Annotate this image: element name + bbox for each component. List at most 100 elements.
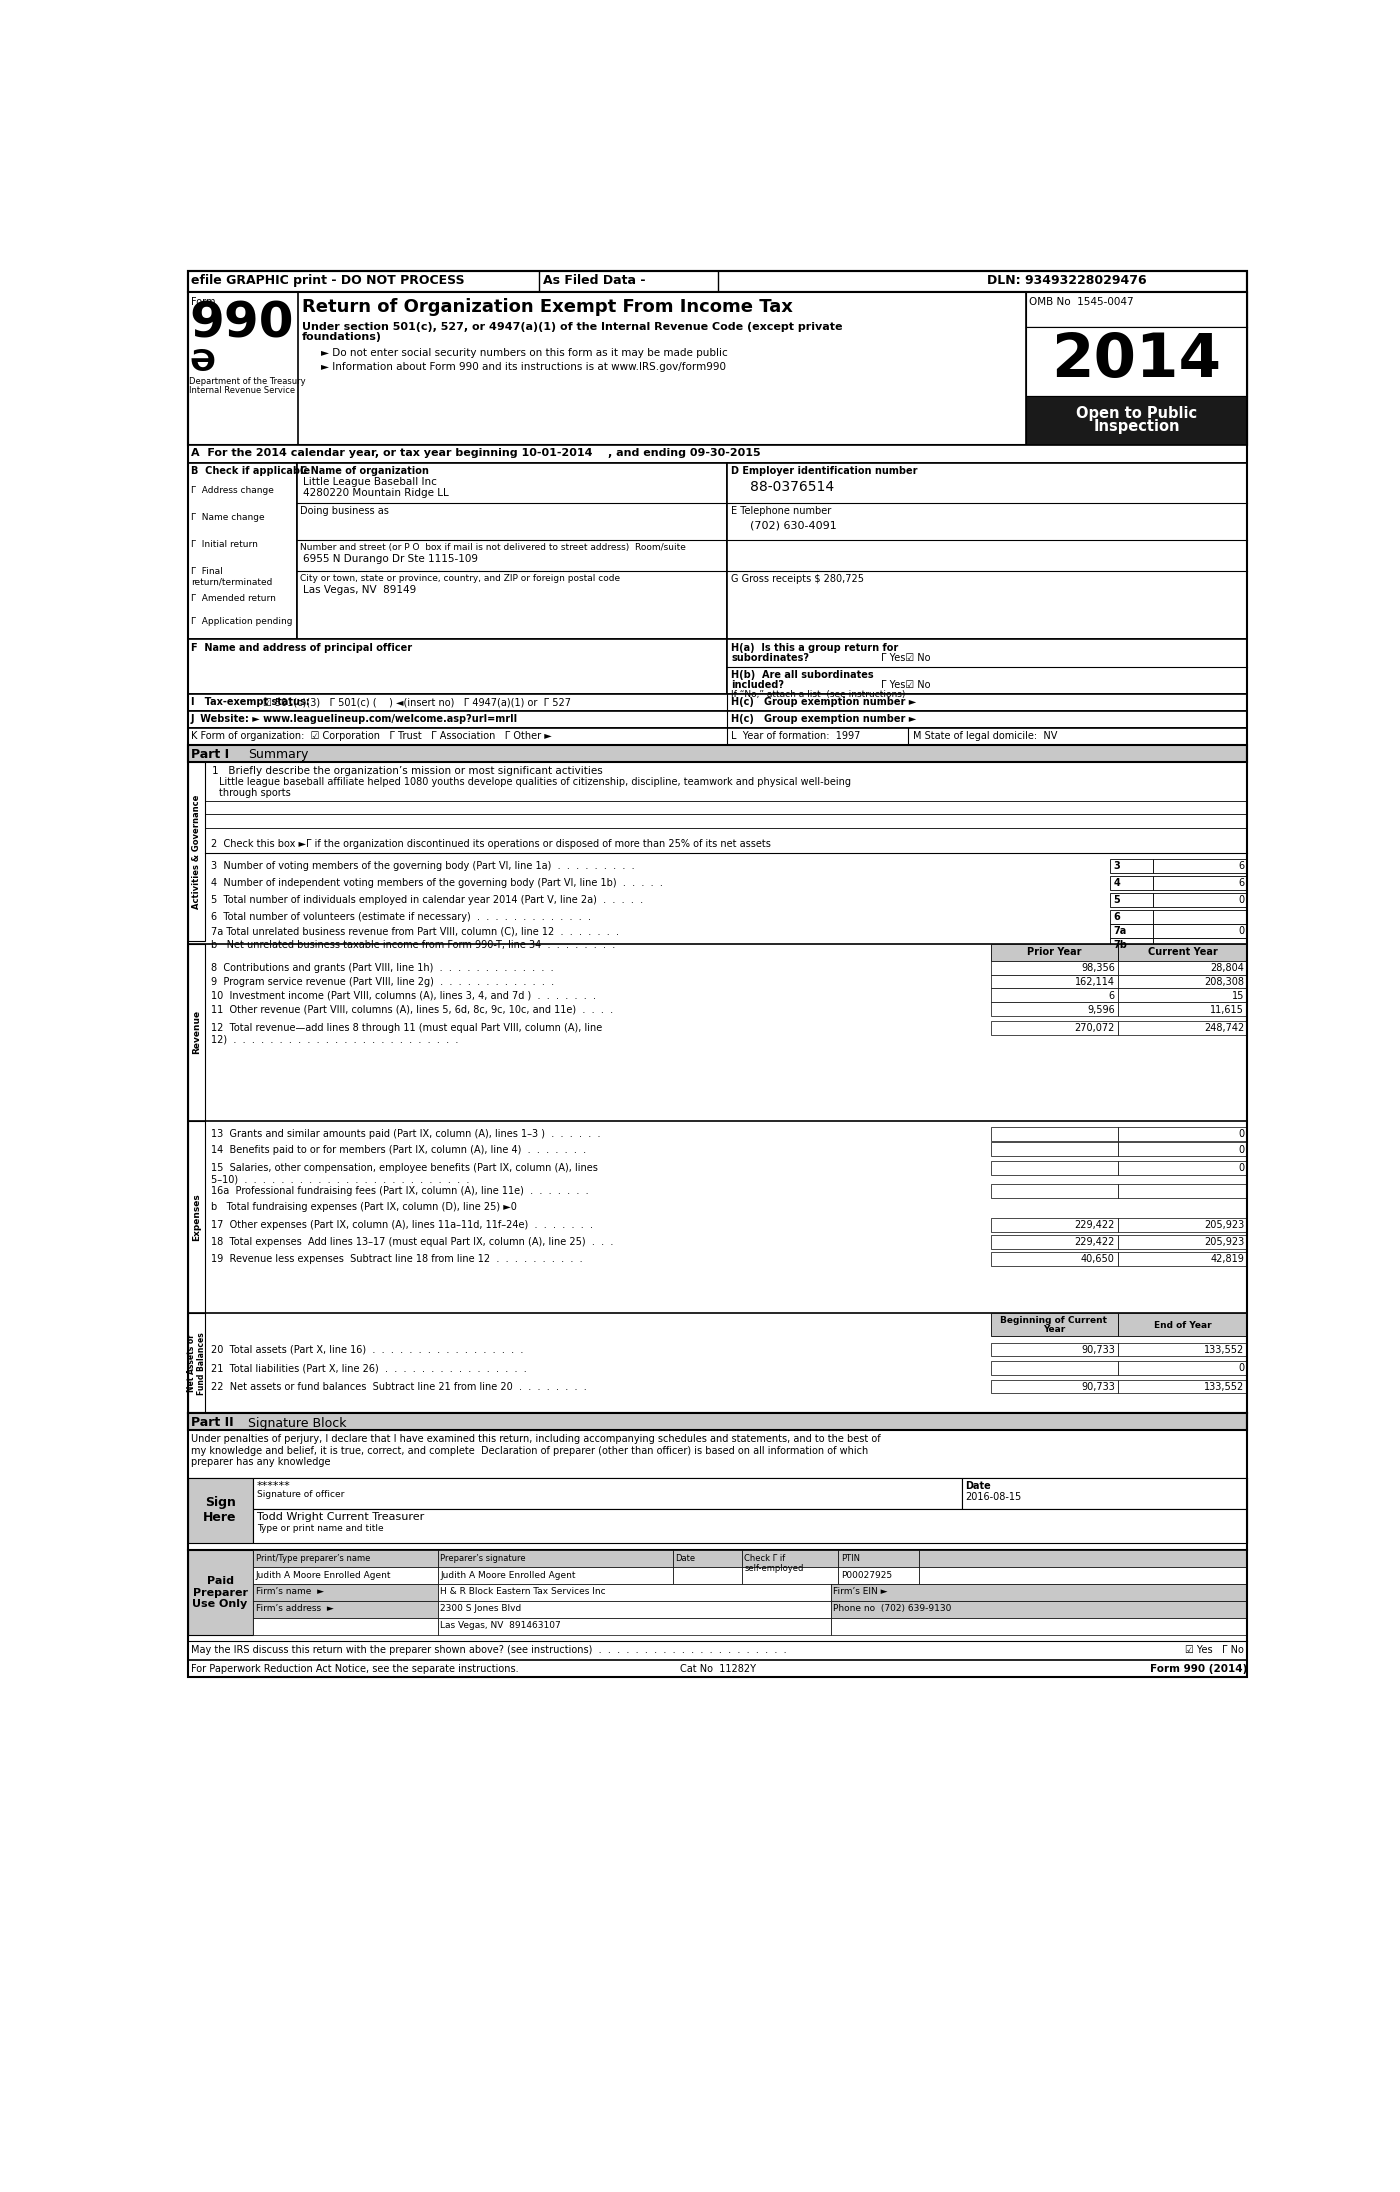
Text: Γ  Amended return: Γ Amended return — [190, 594, 276, 603]
Bar — [188, 710, 1247, 728]
Text: H(c)   Group exemption number ►: H(c) Group exemption number ► — [731, 697, 917, 708]
Bar — [188, 1477, 253, 1543]
Bar — [1152, 910, 1247, 923]
Text: efile GRAPHIC print - DO NOT PROCESS: efile GRAPHIC print - DO NOT PROCESS — [190, 274, 465, 287]
Bar — [1119, 1313, 1247, 1337]
Text: foundations): foundations) — [302, 333, 382, 342]
Text: 7a Total unrelated business revenue from Part VIII, column (C), line 12  .  .  .: 7a Total unrelated business revenue from… — [211, 925, 619, 936]
Bar — [297, 463, 727, 638]
Text: 90,733: 90,733 — [1081, 1346, 1114, 1355]
Text: 2016-08-15: 2016-08-15 — [966, 1493, 1022, 1502]
Bar — [830, 1602, 1247, 1618]
Bar — [991, 1219, 1119, 1232]
Bar — [253, 1508, 1247, 1543]
Text: 1   Briefly describe the organization’s mission or most significant activities: 1 Briefly describe the organization’s mi… — [213, 765, 603, 776]
Bar — [188, 292, 1247, 445]
Bar — [253, 1550, 438, 1567]
Text: 208,308: 208,308 — [1204, 978, 1245, 986]
Text: 0: 0 — [1238, 1129, 1245, 1140]
Bar — [1119, 1002, 1247, 1017]
Bar — [727, 638, 1247, 695]
Bar — [839, 1567, 920, 1585]
Text: Date: Date — [966, 1482, 991, 1491]
Bar — [188, 1550, 253, 1635]
Text: Part I: Part I — [190, 747, 230, 761]
Text: Firm’s EIN ►: Firm’s EIN ► — [833, 1587, 888, 1596]
Bar — [1152, 877, 1247, 890]
Text: Type or print name and title: Type or print name and title — [258, 1523, 384, 1532]
Text: 8  Contributions and grants (Part VIII, line 1h)  .  .  .  .  .  .  .  .  .  .  : 8 Contributions and grants (Part VIII, l… — [211, 962, 553, 973]
Text: 133,552: 133,552 — [1204, 1346, 1245, 1355]
Text: 2014: 2014 — [1051, 331, 1221, 390]
Bar — [1025, 327, 1247, 397]
Bar — [1152, 892, 1247, 907]
Bar — [188, 1120, 204, 1313]
Text: 0: 0 — [1238, 1164, 1245, 1173]
Text: b   Net unrelated business taxable income from Form 990-T, line 34  .  .  .  .  : b Net unrelated business taxable income … — [211, 940, 615, 949]
Text: Las Vegas, NV  89149: Las Vegas, NV 89149 — [304, 585, 416, 594]
Bar — [1119, 1342, 1247, 1357]
Text: Net Assets or
Fund Balances: Net Assets or Fund Balances — [186, 1333, 206, 1394]
Text: DLN: 93493228029476: DLN: 93493228029476 — [987, 274, 1147, 287]
Text: 6: 6 — [1109, 991, 1114, 1002]
Bar — [1119, 1162, 1247, 1175]
Bar — [1119, 1379, 1247, 1394]
Text: Form 990 (2014): Form 990 (2014) — [1149, 1664, 1247, 1675]
Bar — [1110, 877, 1152, 890]
Text: Γ  Application pending: Γ Application pending — [190, 618, 293, 627]
Text: 4280220 Mountain Ridge LL: 4280220 Mountain Ridge LL — [304, 489, 449, 498]
Text: ☑ Yes   Γ No: ☑ Yes Γ No — [1186, 1646, 1245, 1655]
Text: Γ Yes☑ No: Γ Yes☑ No — [881, 680, 930, 690]
Text: If “No,” attach a list  (see instructions): If “No,” attach a list (see instructions… — [731, 690, 906, 699]
Bar — [991, 1252, 1119, 1265]
Text: 6: 6 — [1113, 912, 1120, 923]
Text: Judith A Moore Enrolled Agent: Judith A Moore Enrolled Agent — [255, 1569, 391, 1580]
Bar — [253, 1585, 438, 1602]
Text: Γ Yes☑ No: Γ Yes☑ No — [881, 653, 930, 662]
Bar — [1119, 1252, 1247, 1265]
Text: Current Year: Current Year — [1148, 947, 1218, 956]
Text: 5: 5 — [1113, 894, 1120, 905]
Bar — [188, 745, 1247, 763]
Text: Γ  Final
return/terminated: Γ Final return/terminated — [190, 568, 272, 587]
Bar — [991, 960, 1119, 975]
Text: E Telephone number: E Telephone number — [731, 506, 832, 517]
Bar — [188, 763, 204, 940]
Text: Activities & Governance: Activities & Governance — [192, 794, 200, 907]
Text: 11,615: 11,615 — [1211, 1004, 1245, 1015]
Bar — [991, 1342, 1119, 1357]
Text: 5  Total number of individuals employed in calendar year 2014 (Part V, line 2a) : 5 Total number of individuals employed i… — [211, 894, 643, 905]
Text: M State of legal domicile:  NV: M State of legal domicile: NV — [913, 732, 1057, 741]
Text: 0: 0 — [1238, 925, 1245, 936]
Text: Expenses: Expenses — [192, 1192, 200, 1241]
Text: 20  Total assets (Part X, line 16)  .  .  .  .  .  .  .  .  .  .  .  .  .  .  . : 20 Total assets (Part X, line 16) . . . … — [211, 1346, 524, 1355]
Text: Judith A Moore Enrolled Agent: Judith A Moore Enrolled Agent — [440, 1569, 575, 1580]
Text: 40,650: 40,650 — [1081, 1254, 1114, 1265]
Text: 162,114: 162,114 — [1075, 978, 1114, 986]
Text: 21  Total liabilities (Part X, line 26)  .  .  .  .  .  .  .  .  .  .  .  .  .  : 21 Total liabilities (Part X, line 26) .… — [211, 1363, 526, 1374]
Text: Sign
Here: Sign Here — [203, 1497, 237, 1523]
Text: 0: 0 — [1238, 1363, 1245, 1374]
Text: K Form of organization:  ☑ Corporation   Γ Trust   Γ Association   Γ Other ►: K Form of organization: ☑ Corporation Γ … — [190, 732, 552, 741]
Bar — [253, 1567, 438, 1585]
Text: ☑ 501(c)(3)   Γ 501(c) (    ) ◄(insert no)   Γ 4947(a)(1) or  Γ 527: ☑ 501(c)(3) Γ 501(c) ( ) ◄(insert no) Γ … — [263, 697, 571, 708]
Bar — [991, 1127, 1119, 1140]
Bar — [920, 1550, 1247, 1567]
Text: 17  Other expenses (Part IX, column (A), lines 11a–11d, 11f–24e)  .  .  .  .  . : 17 Other expenses (Part IX, column (A), … — [211, 1221, 592, 1230]
Text: F  Name and address of principal officer: F Name and address of principal officer — [190, 642, 412, 653]
Bar — [991, 1002, 1119, 1017]
Text: Under penalties of perjury, I declare that I have examined this return, includin: Under penalties of perjury, I declare th… — [190, 1434, 881, 1466]
Bar — [253, 1602, 438, 1618]
Text: 205,923: 205,923 — [1204, 1236, 1245, 1247]
Bar — [438, 1550, 673, 1567]
Bar — [991, 975, 1119, 989]
Bar — [991, 1234, 1119, 1249]
Text: Prior Year: Prior Year — [1026, 947, 1081, 956]
Text: Return of Organization Exempt From Income Tax: Return of Organization Exempt From Incom… — [302, 298, 792, 316]
Text: 6: 6 — [1238, 879, 1245, 888]
Text: 12  Total revenue—add lines 8 through 11 (must equal Part VIII, column (A), line: 12 Total revenue—add lines 8 through 11 … — [211, 1024, 602, 1046]
Bar — [991, 1142, 1119, 1155]
Bar — [1119, 1361, 1247, 1374]
Text: Open to Public: Open to Public — [1075, 406, 1197, 421]
Bar — [673, 1550, 742, 1567]
